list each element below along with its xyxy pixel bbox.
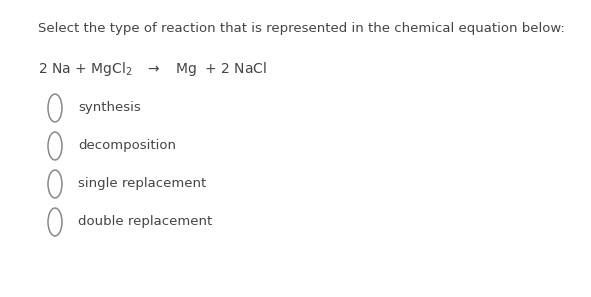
Text: single replacement: single replacement	[78, 178, 206, 190]
Text: synthesis: synthesis	[78, 102, 141, 115]
Text: 2 Na + MgCl$_2$   $\rightarrow$   Mg  + 2 NaCl: 2 Na + MgCl$_2$ $\rightarrow$ Mg + 2 NaC…	[38, 60, 267, 78]
Text: Select the type of reaction that is represented in the chemical equation below:: Select the type of reaction that is repr…	[38, 22, 565, 35]
Text: decomposition: decomposition	[78, 140, 176, 152]
Text: double replacement: double replacement	[78, 216, 212, 228]
